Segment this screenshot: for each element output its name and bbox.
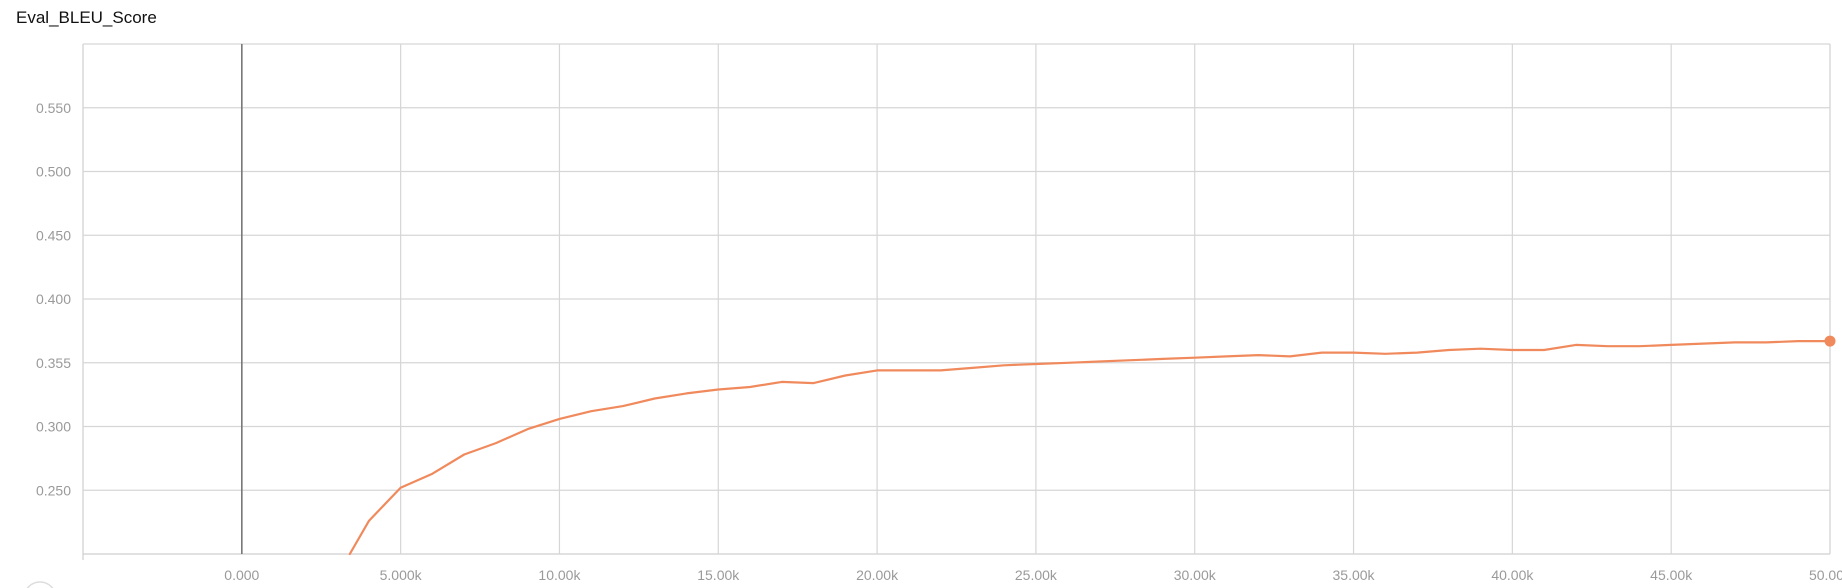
x-tick-label: 40.00k	[1491, 567, 1534, 583]
x-tick-label: 25.00k	[1015, 567, 1058, 583]
series-end-point	[1824, 335, 1836, 347]
series-layer	[348, 335, 1836, 556]
x-tick-label: 50.00k	[1809, 567, 1842, 583]
x-tick-label: 0.000	[224, 567, 259, 583]
y-tick-label: 0.300	[36, 419, 71, 435]
chart-title: Eval_BLEU_Score	[16, 8, 157, 27]
x-tick-label: 20.00k	[856, 567, 899, 583]
grid-layer	[82, 43, 1831, 560]
x-tick-label: 10.00k	[538, 567, 581, 583]
y-tick-label: 0.500	[36, 164, 71, 180]
x-tick-label: 45.00k	[1650, 567, 1693, 583]
x-tick-label: 15.00k	[697, 567, 740, 583]
series-line	[348, 340, 1832, 556]
x-tick-label: 30.00k	[1174, 567, 1217, 583]
x-tick-label: 5.000k	[380, 567, 423, 583]
tick-layer: 0.250 0.300 0.355 0.400 0.450 0.500 0.550 0.000…	[36, 100, 1842, 583]
y-tick-label: 0.450	[36, 227, 71, 243]
corner-circle-icon	[26, 581, 54, 588]
y-tick-label: 0.355	[36, 355, 71, 371]
y-tick-label: 0.400	[36, 291, 71, 307]
y-tick-label: 0.550	[36, 100, 71, 116]
x-tick-label: 35.00k	[1333, 567, 1376, 583]
y-tick-label: 0.250	[36, 482, 71, 498]
